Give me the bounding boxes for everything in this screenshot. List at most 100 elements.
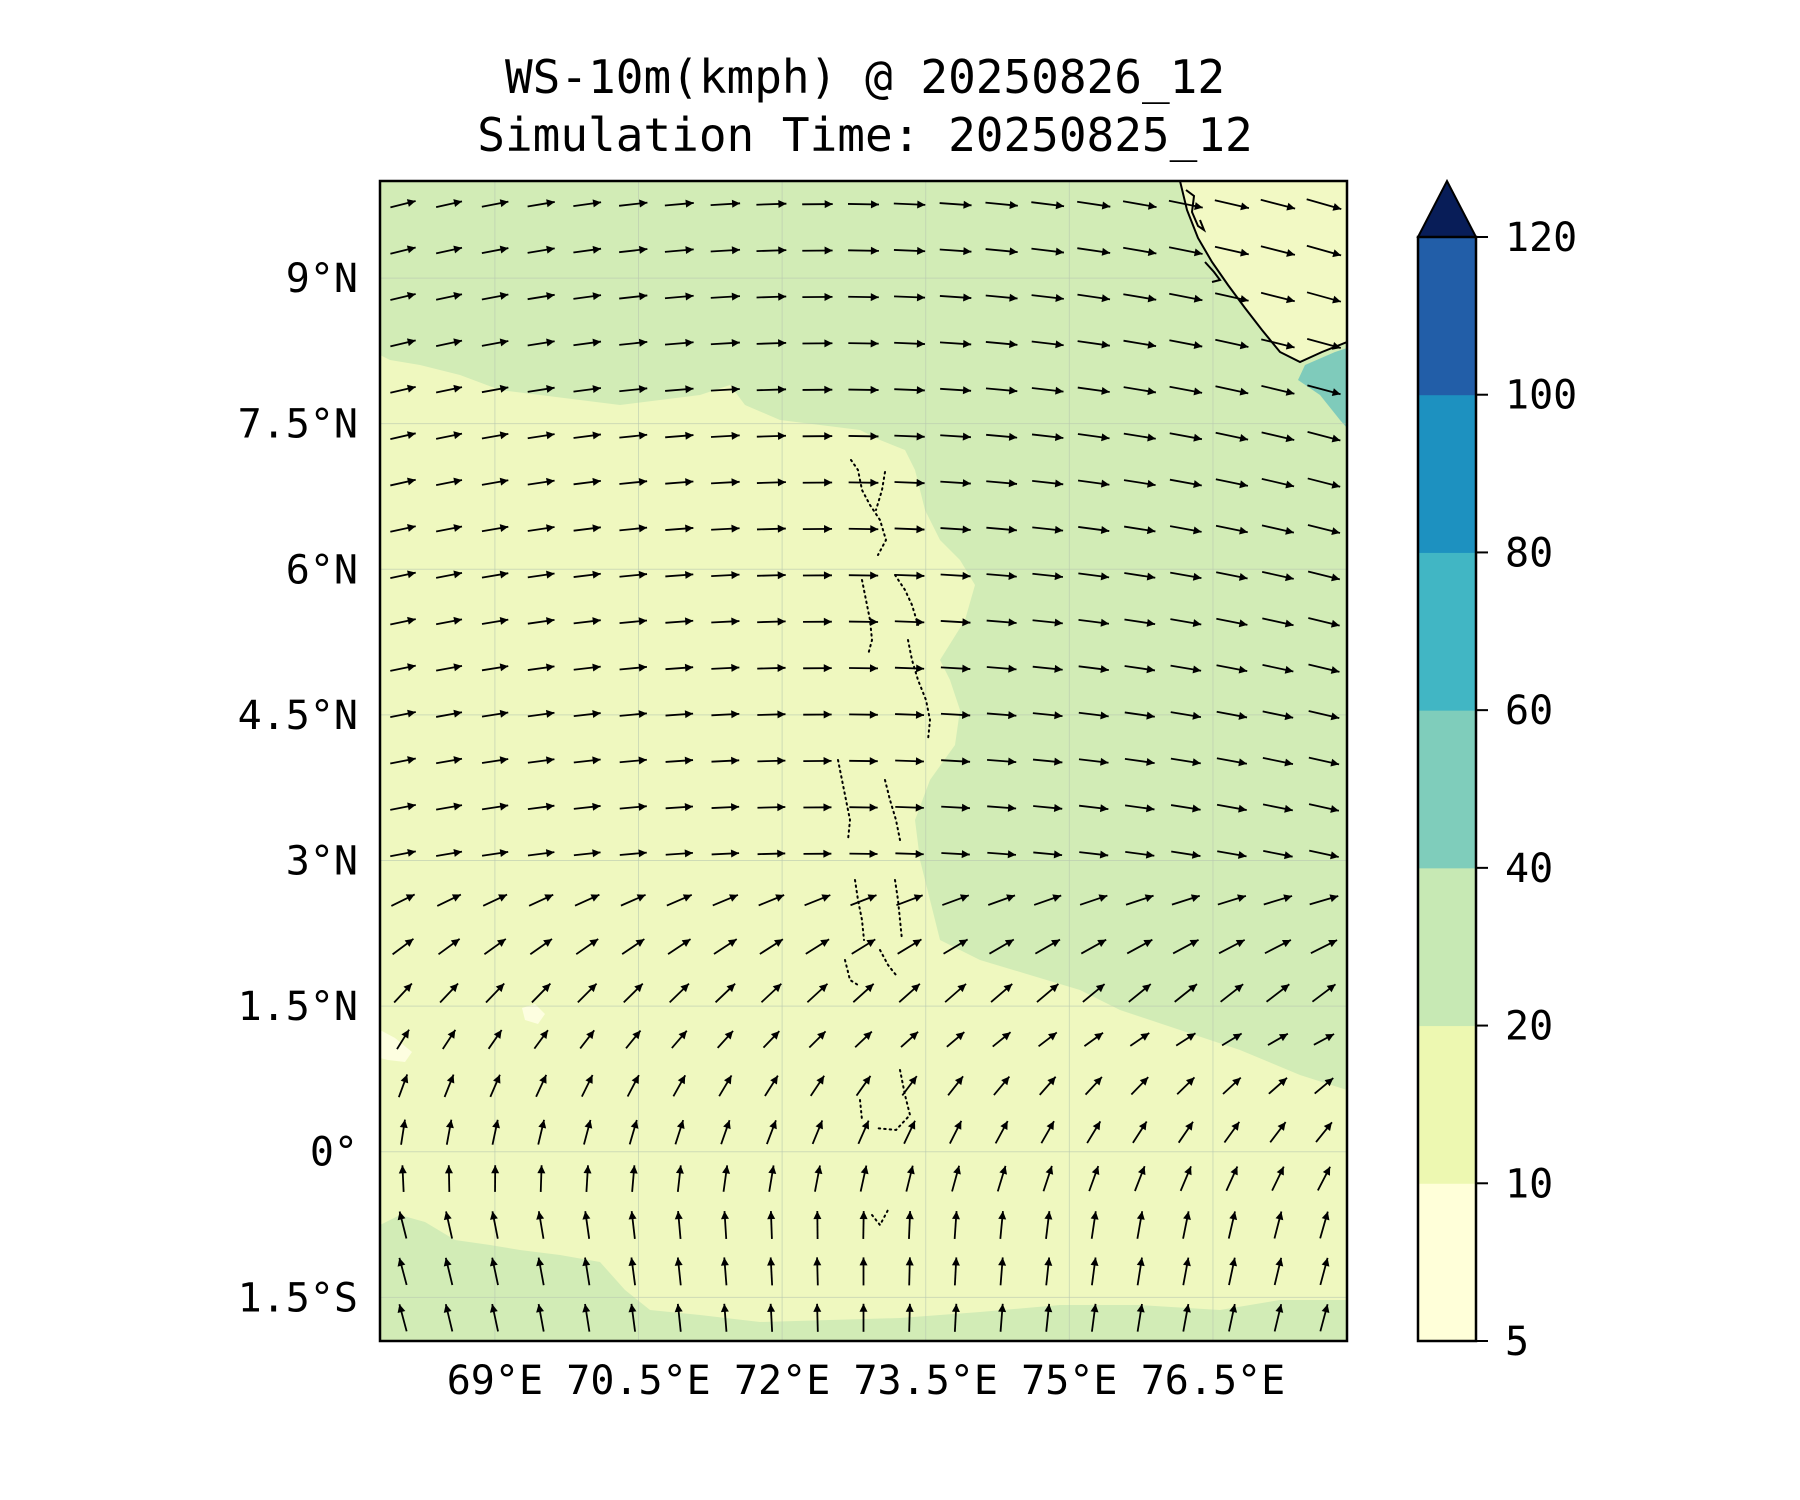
wind-arrow — [1216, 757, 1248, 767]
wind-arrow — [1307, 384, 1341, 397]
speed-band-20-40-north-east — [380, 181, 1347, 1090]
wind-arrow — [536, 1303, 545, 1332]
atoll-outline — [907, 639, 932, 741]
wind-arrow — [712, 894, 739, 907]
wind-arrow — [895, 850, 924, 859]
wind-arrow — [619, 385, 648, 394]
wind-arrow — [1169, 292, 1203, 303]
wind-arrow — [390, 756, 416, 765]
wind-arrow — [900, 1031, 919, 1048]
wind-arrow — [987, 803, 1017, 812]
wind-arrow — [756, 385, 787, 394]
wind-arrow — [442, 1029, 457, 1050]
wind-arrow — [814, 1165, 823, 1192]
wind-arrow — [803, 617, 832, 626]
wind-arrow — [390, 384, 416, 394]
wind-arrow — [1032, 572, 1064, 581]
wind-arrow — [390, 245, 416, 255]
wind-arrow — [390, 291, 416, 301]
wind-arrow — [1308, 756, 1340, 767]
wind-arrow — [859, 1165, 869, 1192]
wind-arrow — [940, 525, 971, 534]
wind-arrow — [481, 245, 509, 255]
lon-tick-label: 75°E — [1021, 1358, 1117, 1404]
wind-arrow — [490, 1211, 499, 1239]
wind-arrow — [859, 1303, 868, 1332]
wind-arrow — [1042, 1165, 1054, 1192]
wind-arrow — [628, 1257, 637, 1286]
colorbar-tick-label: 60 — [1505, 688, 1553, 734]
map-title: WS-10m(kmph) @ 20250826_12 Simulation Ti… — [0, 48, 1730, 164]
wind-arrow — [1311, 983, 1337, 1003]
map-frame — [378, 179, 1349, 1343]
wind-arrow — [619, 199, 648, 208]
wind-arrow — [998, 1257, 1007, 1286]
wind-arrow — [986, 711, 1017, 720]
wind-arrow — [1262, 617, 1294, 628]
wind-arrow — [939, 200, 972, 209]
wind-arrow — [1077, 293, 1111, 303]
wind-arrow — [1261, 338, 1295, 350]
wind-arrow — [397, 1074, 409, 1098]
wind-arrow — [939, 293, 972, 302]
atoll-outline — [879, 949, 897, 976]
wind-arrow — [711, 478, 740, 487]
wind-arrow — [1123, 339, 1157, 349]
wind-arrow — [986, 525, 1017, 534]
wind-arrow — [1306, 291, 1342, 304]
wind-arrow — [1031, 293, 1064, 302]
wind-arrow — [849, 849, 878, 858]
wind-arrow — [1273, 1303, 1284, 1332]
colorbar-segment — [1418, 394, 1476, 553]
lon-tick-label: 73.5°E — [853, 1358, 998, 1404]
wind-arrow — [898, 983, 921, 1003]
wind-arrow — [573, 338, 602, 347]
wind-arrow — [764, 1075, 779, 1097]
wind-arrow — [1044, 1303, 1053, 1332]
wind-arrow — [711, 756, 740, 765]
wind-arrow — [1170, 757, 1201, 767]
wind-arrow — [481, 384, 509, 394]
wind-arrow — [711, 849, 740, 858]
wind-arrow — [998, 1211, 1007, 1239]
wind-arrow — [985, 293, 1018, 302]
wind-arrow — [573, 617, 601, 626]
wind-arrow — [711, 571, 740, 580]
wind-arrow — [665, 570, 694, 579]
wind-arrow — [903, 1120, 916, 1145]
wind-arrow — [1038, 1031, 1058, 1048]
wind-arrow — [951, 1257, 960, 1286]
wind-arrow — [1168, 199, 1203, 210]
lat-tick-label: 6°N — [286, 547, 358, 593]
wind-arrow — [1044, 1257, 1053, 1286]
wind-arrow — [1261, 524, 1295, 535]
wind-arrow — [1261, 477, 1295, 489]
wind-arrow — [847, 200, 880, 209]
wind-arrow — [1308, 663, 1340, 674]
wind-arrow — [390, 663, 416, 672]
wind-arrow — [1182, 1211, 1191, 1239]
wind-arrow — [437, 938, 461, 956]
wind-arrow — [851, 938, 876, 955]
wind-arrow — [758, 894, 785, 907]
wind-arrow — [628, 1303, 637, 1332]
wind-arrow — [1182, 1303, 1191, 1332]
wind-arrow — [804, 894, 831, 907]
wind-arrow — [1128, 983, 1152, 1003]
wind-arrow — [529, 938, 553, 955]
wind-arrow — [986, 479, 1018, 488]
atoll-outline — [850, 459, 888, 556]
wind-arrow — [1130, 1076, 1149, 1096]
wind-arrow — [722, 1165, 731, 1192]
atoll-outline — [837, 759, 852, 841]
wind-arrow — [808, 1030, 827, 1049]
wind-arrow — [435, 384, 463, 394]
wind-arrow — [619, 338, 648, 347]
wind-arrow — [1273, 1257, 1284, 1286]
colorbar-tick-label: 5 — [1505, 1319, 1529, 1365]
wind-arrow — [806, 983, 829, 1003]
wind-arrow — [1217, 850, 1247, 859]
wind-arrow — [665, 524, 694, 533]
wind-arrow — [710, 339, 740, 348]
wind-arrow — [1221, 1032, 1243, 1047]
